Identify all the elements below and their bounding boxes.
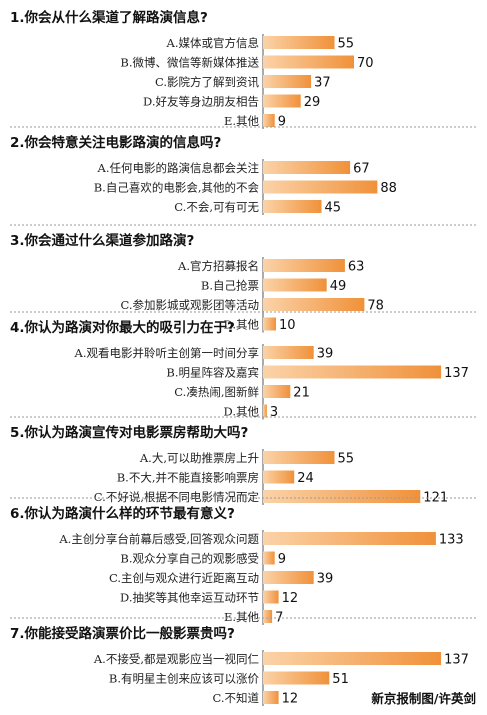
bar (263, 470, 295, 484)
option-label: D.抽奖等其他幸运互动环节 (120, 591, 259, 605)
bar (263, 532, 436, 545)
bar (263, 610, 273, 623)
option-label: C.不会,可有可无 (174, 200, 259, 214)
option-label: B.不大,并不能直接影响票房 (117, 471, 259, 485)
bar (263, 180, 378, 194)
bar (263, 114, 275, 127)
option-label: A.任何电影的路演信息都会关注 (97, 161, 260, 175)
question-title: 2.你会特意关注电影路演的信息吗? (10, 134, 221, 151)
credit-text: 新京报制图/许英剑 (371, 691, 476, 706)
value-label: 3 (270, 405, 278, 420)
option-label: B.自己喜欢的电影会,其他的不会 (94, 181, 260, 195)
bar (263, 652, 442, 665)
value-label: 12 (282, 591, 299, 606)
bar (263, 259, 345, 272)
value-label: 39 (317, 347, 334, 362)
option-label: B.微博、微信等新媒体推送 (120, 56, 259, 70)
value-label: 70 (357, 56, 374, 71)
option-label: B.有明星主创来应该可以涨价 (109, 672, 260, 686)
value-label: 55 (338, 37, 355, 52)
question-group: 1.你会从什么渠道了解路演信息? A.媒体或官方信息 55 B.微博、微信等新媒体推送… (10, 9, 374, 130)
bar (263, 298, 365, 311)
value-label: 67 (353, 162, 370, 177)
bar (263, 671, 330, 685)
option-label: A.主创分享台前幕后感受,回答观众问题 (58, 532, 259, 546)
option-label: A.观看电影并聆听主创第一时间分享 (74, 346, 259, 360)
bar (263, 590, 279, 604)
value-label: 29 (304, 95, 321, 110)
value-label: 137 (444, 366, 469, 381)
value-label: 45 (325, 201, 342, 216)
value-label: 39 (317, 572, 334, 587)
option-label: E.其他 (224, 114, 260, 128)
option-label: B.明星阵容及嘉宾 (166, 366, 259, 380)
option-label: C.不知道 (212, 691, 259, 705)
question-title: 4.你认为路演对你最大的吸引力在于? (10, 319, 235, 336)
bar (263, 278, 327, 292)
option-label: C.参加影城或观影团等活动 (120, 298, 259, 312)
bar (263, 55, 354, 69)
bar (263, 200, 322, 213)
question-title: 5.你认为路演宣传对电影票房帮助大吗? (10, 424, 248, 441)
option-label: A.媒体或官方信息 (166, 36, 259, 50)
value-label: 21 (293, 386, 310, 401)
option-label: E.其他 (224, 610, 260, 624)
bar (263, 365, 442, 379)
bar (263, 94, 301, 108)
question-group: 5.你认为路演宣传对电影票房帮助大吗? A.大,可以助推票房上升 55 B.不大,并不… (10, 416, 477, 506)
value-label: 12 (282, 692, 299, 707)
bar (263, 451, 335, 464)
value-label: 24 (297, 471, 314, 486)
bar (263, 346, 314, 359)
option-label: A.不接受,都是观影应当一视同仁 (93, 652, 259, 666)
value-label: 10 (279, 318, 296, 333)
option-label: C.不好说,根据不同电影情况而定 (94, 490, 260, 504)
option-label: C.凑热闹,图新鲜 (174, 385, 259, 399)
bar (263, 161, 351, 174)
bar (263, 571, 314, 584)
question-group: 7.你能接受路演票价比一般影票贵吗? A.不接受,都是观影应当一视同仁 137 B.有… (10, 617, 477, 707)
value-label: 51 (332, 672, 349, 687)
option-label: B.自己抢票 (201, 279, 259, 293)
option-label: A.大,可以助推票房上升 (139, 451, 259, 465)
option-label: D.其他 (224, 318, 260, 332)
value-label: 55 (338, 452, 355, 467)
question-group: 6.你认为路演什么样的环节最有意义? A.主创分享台前幕后感受,回答观众问题 133… (10, 497, 477, 626)
option-label: B.观众分享自己的观影感受 (120, 552, 259, 566)
value-label: 63 (348, 260, 365, 275)
value-label: 78 (367, 299, 384, 314)
bar (263, 691, 279, 704)
option-label: C.主创与观众进行近距离互动 (109, 571, 259, 585)
bar (263, 385, 291, 398)
option-label: D.好友等身边朋友相告 (143, 95, 259, 109)
bar (263, 551, 275, 565)
value-label: 9 (278, 552, 286, 567)
value-label: 137 (444, 653, 469, 668)
question-title: 6.你认为路演什么样的环节最有意义? (10, 505, 235, 522)
value-label: 88 (380, 181, 397, 196)
value-label: 9 (278, 115, 286, 130)
value-label: 37 (314, 76, 331, 91)
question-group: 3.你会通过什么渠道参加路演? A.官方招募报名 63 B.自己抢票 49 C.参加影城或… (10, 224, 477, 333)
question-group: 2.你会特意关注电影路演的信息吗? A.任何电影的路演信息都会关注 67 B.自己喜欢… (10, 126, 477, 216)
question-title: 1.你会从什么渠道了解路演信息? (10, 9, 208, 26)
option-label: D.其他 (224, 405, 260, 419)
bar (263, 317, 276, 331)
bar (263, 490, 421, 503)
bar (263, 75, 312, 88)
question-title: 3.你会通过什么渠道参加路演? (10, 232, 194, 249)
value-label: 49 (330, 279, 347, 294)
bar (263, 36, 335, 49)
value-label: 133 (439, 533, 464, 548)
question-group: 4.你认为路演对你最大的吸引力在于? A.观看电影并聆听主创第一时间分享 39 B.明… (10, 311, 477, 420)
question-title: 7.你能接受路演票价比一般影票贵吗? (10, 625, 235, 642)
option-label: C.影院方了解到资讯 (155, 75, 260, 89)
bar (263, 404, 267, 418)
option-label: A.官方招募报名 (177, 259, 259, 273)
